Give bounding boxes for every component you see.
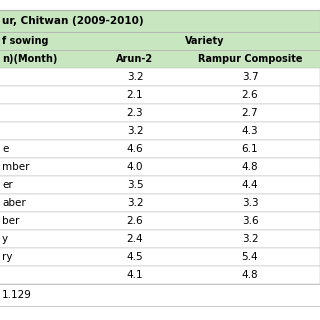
Text: 2.1: 2.1 bbox=[127, 90, 143, 100]
Text: 4.3: 4.3 bbox=[242, 126, 258, 136]
Bar bbox=[0, 32, 320, 50]
Text: 3.6: 3.6 bbox=[242, 216, 258, 226]
Text: 2.3: 2.3 bbox=[127, 108, 143, 118]
Text: 4.4: 4.4 bbox=[242, 180, 258, 190]
Text: Variety: Variety bbox=[185, 36, 225, 46]
Text: aber: aber bbox=[2, 198, 26, 208]
Text: 4.6: 4.6 bbox=[127, 144, 143, 154]
Text: Arun-2: Arun-2 bbox=[116, 54, 154, 64]
Bar bbox=[0, 104, 320, 122]
Text: 6.1: 6.1 bbox=[242, 144, 258, 154]
Text: 3.2: 3.2 bbox=[127, 72, 143, 82]
Text: 1.129: 1.129 bbox=[2, 290, 32, 300]
Bar bbox=[0, 248, 320, 266]
Bar bbox=[0, 176, 320, 194]
Text: 3.2: 3.2 bbox=[127, 198, 143, 208]
Text: 3.2: 3.2 bbox=[127, 126, 143, 136]
Text: f sowing: f sowing bbox=[2, 36, 49, 46]
Text: 3.3: 3.3 bbox=[242, 198, 258, 208]
Text: 4.8: 4.8 bbox=[242, 162, 258, 172]
Bar bbox=[0, 158, 320, 176]
Text: 4.5: 4.5 bbox=[127, 252, 143, 262]
Text: mber: mber bbox=[2, 162, 29, 172]
Text: ber: ber bbox=[2, 216, 20, 226]
Bar bbox=[0, 230, 320, 248]
Text: e: e bbox=[2, 144, 8, 154]
Bar bbox=[0, 50, 320, 68]
Bar bbox=[0, 122, 320, 140]
Text: 2.4: 2.4 bbox=[127, 234, 143, 244]
Bar bbox=[0, 140, 320, 158]
Bar bbox=[0, 212, 320, 230]
Text: ry: ry bbox=[2, 252, 12, 262]
Text: Rampur Composite: Rampur Composite bbox=[198, 54, 302, 64]
Text: 2.6: 2.6 bbox=[127, 216, 143, 226]
Text: 4.8: 4.8 bbox=[242, 270, 258, 280]
Text: 3.2: 3.2 bbox=[242, 234, 258, 244]
Text: 5.4: 5.4 bbox=[242, 252, 258, 262]
Bar bbox=[0, 86, 320, 104]
Bar bbox=[0, 284, 320, 306]
Text: 3.7: 3.7 bbox=[242, 72, 258, 82]
Bar bbox=[0, 266, 320, 284]
Bar bbox=[0, 194, 320, 212]
Text: 2.7: 2.7 bbox=[242, 108, 258, 118]
Text: er: er bbox=[2, 180, 13, 190]
Text: 4.0: 4.0 bbox=[127, 162, 143, 172]
Text: 2.6: 2.6 bbox=[242, 90, 258, 100]
Bar bbox=[0, 68, 320, 86]
Text: ur, Chitwan (2009-2010): ur, Chitwan (2009-2010) bbox=[2, 16, 144, 26]
Text: y: y bbox=[2, 234, 8, 244]
Text: 3.5: 3.5 bbox=[127, 180, 143, 190]
Text: n)(Month): n)(Month) bbox=[2, 54, 57, 64]
Text: 4.1: 4.1 bbox=[127, 270, 143, 280]
Bar bbox=[0, 10, 320, 32]
